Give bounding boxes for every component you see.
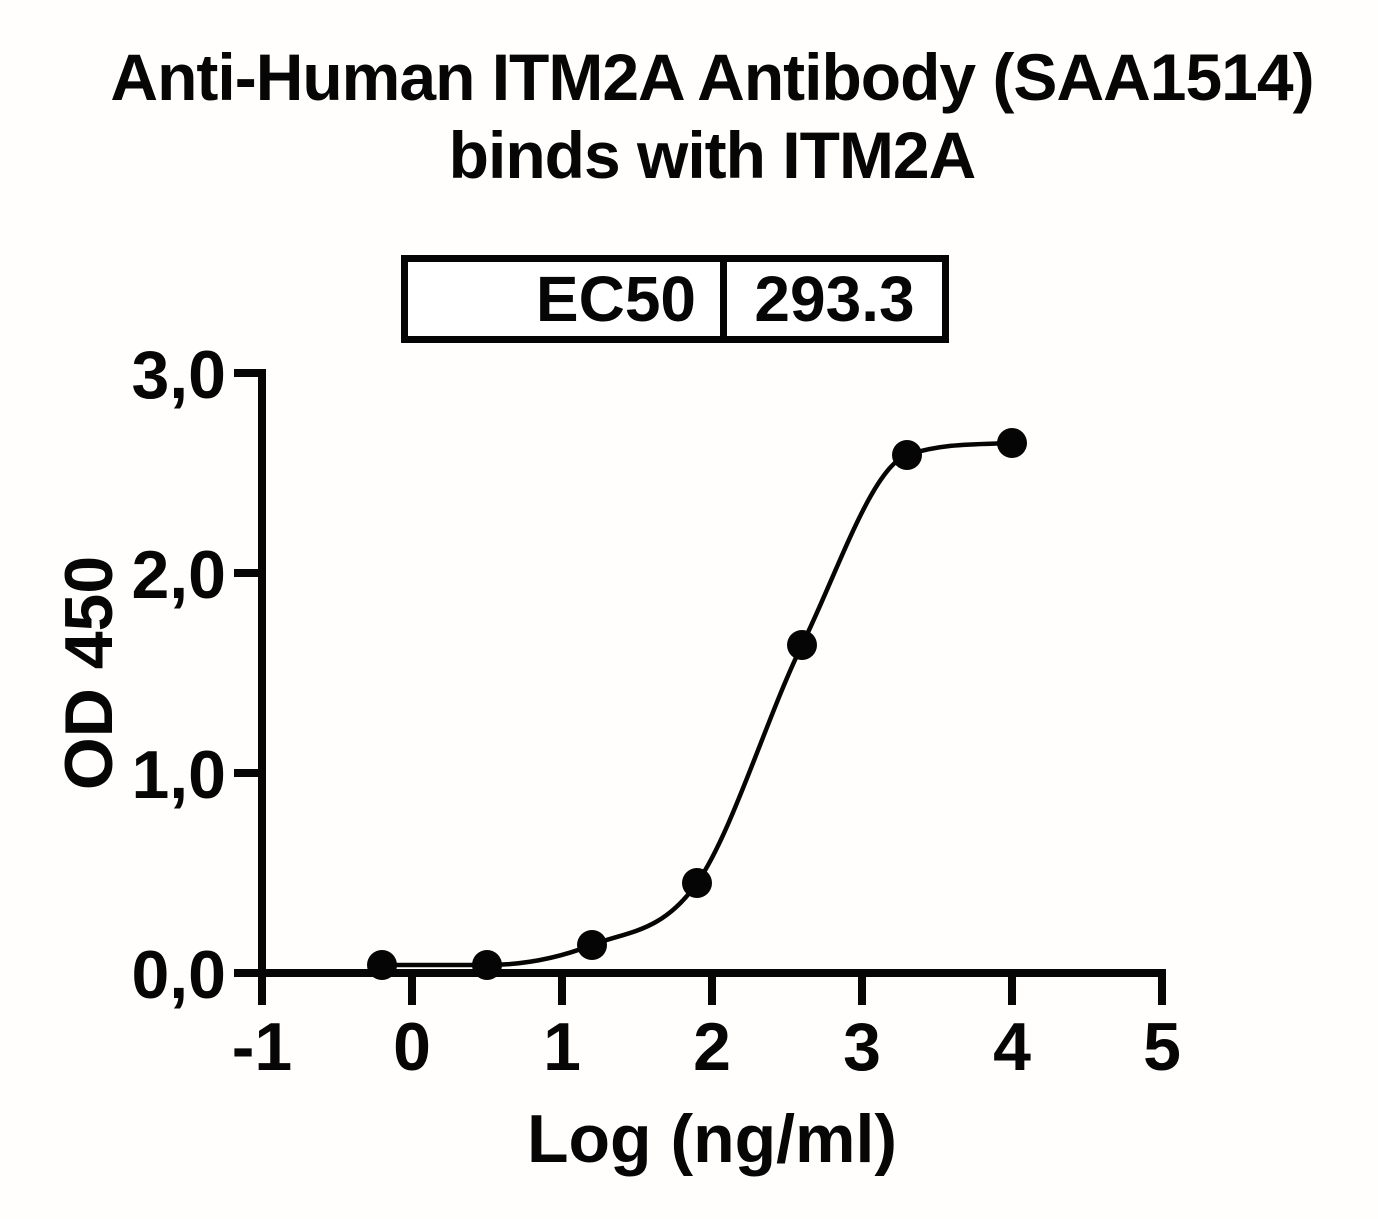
y-axis-title: OD 450 (51, 556, 127, 790)
ec50-table: EC50 293.3 (401, 255, 949, 343)
x-tick-label: 2 (693, 1009, 731, 1085)
ec50-label-cell: EC50 (408, 262, 727, 336)
y-tick-label: 2,0 (131, 537, 226, 613)
y-tick-label: 0,0 (131, 937, 226, 1013)
chart-title-line-2: binds with ITM2A (448, 118, 977, 192)
x-tick-label: 5 (1143, 1009, 1181, 1085)
x-tick-label: -1 (232, 1009, 292, 1085)
data-point (367, 950, 397, 980)
x-tick-label: 0 (393, 1009, 431, 1085)
data-point (997, 428, 1027, 458)
data-point (682, 868, 712, 898)
x-tick-label: 4 (993, 1009, 1031, 1085)
x-tick-label: 3 (843, 1009, 881, 1085)
x-axis-title: Log (ng/ml) (527, 1101, 897, 1177)
x-tick-label: 1 (543, 1009, 581, 1085)
y-tick-label: 1,0 (131, 737, 226, 813)
chart-title: Anti-Human ITM2A Antibody (SAA1514) bind… (46, 38, 1378, 194)
data-point (892, 440, 922, 470)
data-point (472, 950, 502, 980)
y-tick-label: 3,0 (131, 337, 226, 413)
ec50-value-cell: 293.3 (754, 263, 915, 335)
chart-title-line-1: Anti-Human ITM2A Antibody (SAA1514) (110, 40, 1314, 114)
data-point (787, 630, 817, 660)
data-point (577, 930, 607, 960)
